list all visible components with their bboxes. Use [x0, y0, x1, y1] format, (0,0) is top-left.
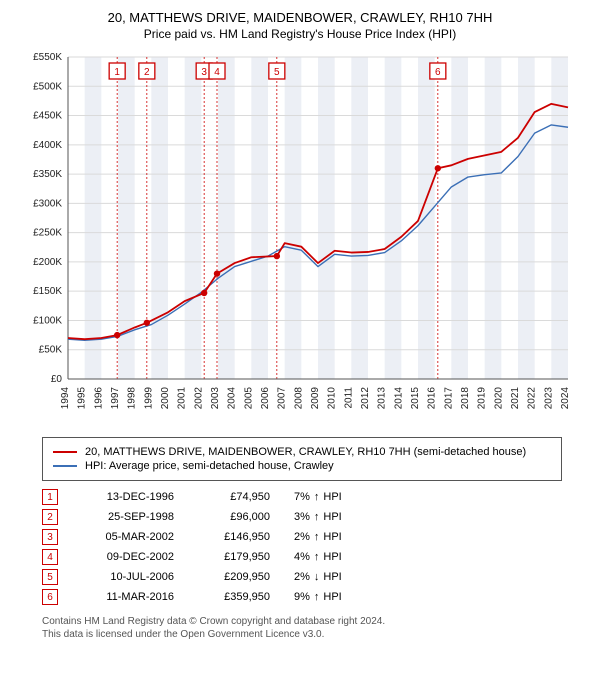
table-row: 6 11-MAR-2016 £359,950 9% ↑ HPI: [42, 589, 588, 605]
legend: 20, MATTHEWS DRIVE, MAIDENBOWER, CRAWLEY…: [42, 437, 562, 481]
svg-text:1999: 1999: [143, 387, 154, 410]
svg-text:2000: 2000: [160, 387, 171, 410]
svg-text:£400K: £400K: [33, 140, 62, 151]
svg-text:2003: 2003: [210, 387, 221, 410]
svg-text:2017: 2017: [443, 387, 454, 410]
svg-text:2: 2: [144, 67, 150, 78]
svg-text:2022: 2022: [527, 387, 538, 410]
legend-label: HPI: Average price, semi-detached house,…: [85, 460, 334, 472]
table-row: 4 09-DEC-2002 £179,950 4% ↑ HPI: [42, 549, 588, 565]
arrow-icon: ↑: [314, 551, 320, 563]
svg-text:1994: 1994: [60, 387, 71, 410]
sale-price: £179,950: [198, 551, 270, 563]
sale-hpi-delta: 2% ↓ HPI: [294, 571, 342, 583]
svg-text:2018: 2018: [460, 387, 471, 410]
footer-attribution: Contains HM Land Registry data © Crown c…: [42, 615, 588, 641]
svg-text:£50K: £50K: [39, 345, 63, 356]
sales-table: 1 13-DEC-1996 £74,950 7% ↑ HPI 2 25-SEP-1998 £…: [42, 489, 588, 605]
footer-line-2: This data is licensed under the Open Gov…: [42, 628, 588, 641]
sale-hpi-delta: 3% ↑ HPI: [294, 511, 342, 523]
svg-text:1995: 1995: [77, 387, 88, 410]
sale-hpi-delta: 4% ↑ HPI: [294, 551, 342, 563]
svg-text:6: 6: [435, 67, 441, 78]
svg-text:2005: 2005: [243, 387, 254, 410]
table-row: 5 10-JUL-2006 £209,950 2% ↓ HPI: [42, 569, 588, 585]
svg-text:2012: 2012: [360, 387, 371, 410]
sale-price: £74,950: [198, 491, 270, 503]
table-row: 2 25-SEP-1998 £96,000 3% ↑ HPI: [42, 509, 588, 525]
svg-text:£250K: £250K: [33, 228, 62, 239]
svg-text:£100K: £100K: [33, 315, 62, 326]
arrow-icon: ↑: [314, 591, 320, 603]
svg-text:£500K: £500K: [33, 81, 62, 92]
sale-marker: 5: [42, 569, 58, 585]
svg-text:£350K: £350K: [33, 169, 62, 180]
sale-price: £146,950: [198, 531, 270, 543]
sale-marker: 3: [42, 529, 58, 545]
footer-line-1: Contains HM Land Registry data © Crown c…: [42, 615, 588, 628]
sale-marker: 1: [42, 489, 58, 505]
svg-text:1: 1: [114, 67, 120, 78]
svg-text:2021: 2021: [510, 387, 521, 410]
svg-text:2024: 2024: [560, 387, 571, 410]
svg-text:£300K: £300K: [33, 198, 62, 209]
svg-text:2004: 2004: [227, 387, 238, 410]
legend-label: 20, MATTHEWS DRIVE, MAIDENBOWER, CRAWLEY…: [85, 446, 526, 458]
legend-item: HPI: Average price, semi-detached house,…: [53, 460, 551, 472]
arrow-icon: ↓: [314, 571, 320, 583]
svg-text:2002: 2002: [193, 387, 204, 410]
svg-text:£0: £0: [51, 374, 63, 385]
svg-text:5: 5: [274, 67, 280, 78]
svg-text:2014: 2014: [393, 387, 404, 410]
svg-text:2013: 2013: [377, 387, 388, 410]
svg-text:2009: 2009: [310, 387, 321, 410]
sale-marker: 4: [42, 549, 58, 565]
sale-date: 25-SEP-1998: [82, 511, 174, 523]
page-subtitle: Price paid vs. HM Land Registry's House …: [12, 27, 588, 41]
svg-text:2007: 2007: [277, 387, 288, 410]
svg-text:2016: 2016: [427, 387, 438, 410]
arrow-icon: ↑: [314, 511, 320, 523]
legend-swatch: [53, 465, 77, 467]
sale-date: 11-MAR-2016: [82, 591, 174, 603]
sale-price: £359,950: [198, 591, 270, 603]
sale-date: 10-JUL-2006: [82, 571, 174, 583]
sale-marker: 6: [42, 589, 58, 605]
legend-item: 20, MATTHEWS DRIVE, MAIDENBOWER, CRAWLEY…: [53, 446, 551, 458]
sale-price: £209,950: [198, 571, 270, 583]
sale-marker: 2: [42, 509, 58, 525]
svg-text:4: 4: [214, 67, 220, 78]
table-row: 3 05-MAR-2002 £146,950 2% ↑ HPI: [42, 529, 588, 545]
svg-text:2011: 2011: [343, 387, 354, 409]
sale-hpi-delta: 2% ↑ HPI: [294, 531, 342, 543]
sale-hpi-delta: 9% ↑ HPI: [294, 591, 342, 603]
table-row: 1 13-DEC-1996 £74,950 7% ↑ HPI: [42, 489, 588, 505]
svg-text:£200K: £200K: [33, 257, 62, 268]
svg-text:£150K: £150K: [33, 286, 62, 297]
price-chart: £0 £50K £100K £150K £200K £250K £300K £350K £400…: [20, 49, 580, 429]
legend-swatch: [53, 451, 77, 453]
svg-text:2008: 2008: [293, 387, 304, 410]
sale-price: £96,000: [198, 511, 270, 523]
svg-text:£550K: £550K: [33, 52, 62, 63]
sale-date: 09-DEC-2002: [82, 551, 174, 563]
sale-date: 13-DEC-1996: [82, 491, 174, 503]
page-title: 20, MATTHEWS DRIVE, MAIDENBOWER, CRAWLEY…: [12, 10, 588, 25]
svg-text:£450K: £450K: [33, 111, 62, 122]
svg-text:2023: 2023: [543, 387, 554, 410]
svg-text:1996: 1996: [93, 387, 104, 410]
arrow-icon: ↑: [314, 491, 320, 503]
sale-date: 05-MAR-2002: [82, 531, 174, 543]
svg-text:2019: 2019: [477, 387, 488, 410]
svg-text:2006: 2006: [260, 387, 271, 410]
svg-text:2001: 2001: [177, 387, 188, 410]
svg-text:2010: 2010: [327, 387, 338, 410]
sale-hpi-delta: 7% ↑ HPI: [294, 491, 342, 503]
svg-text:1998: 1998: [127, 387, 138, 410]
svg-text:3: 3: [201, 67, 207, 78]
svg-text:1997: 1997: [110, 387, 121, 410]
svg-text:2015: 2015: [410, 387, 421, 410]
svg-text:2020: 2020: [493, 387, 504, 410]
arrow-icon: ↑: [314, 531, 320, 543]
